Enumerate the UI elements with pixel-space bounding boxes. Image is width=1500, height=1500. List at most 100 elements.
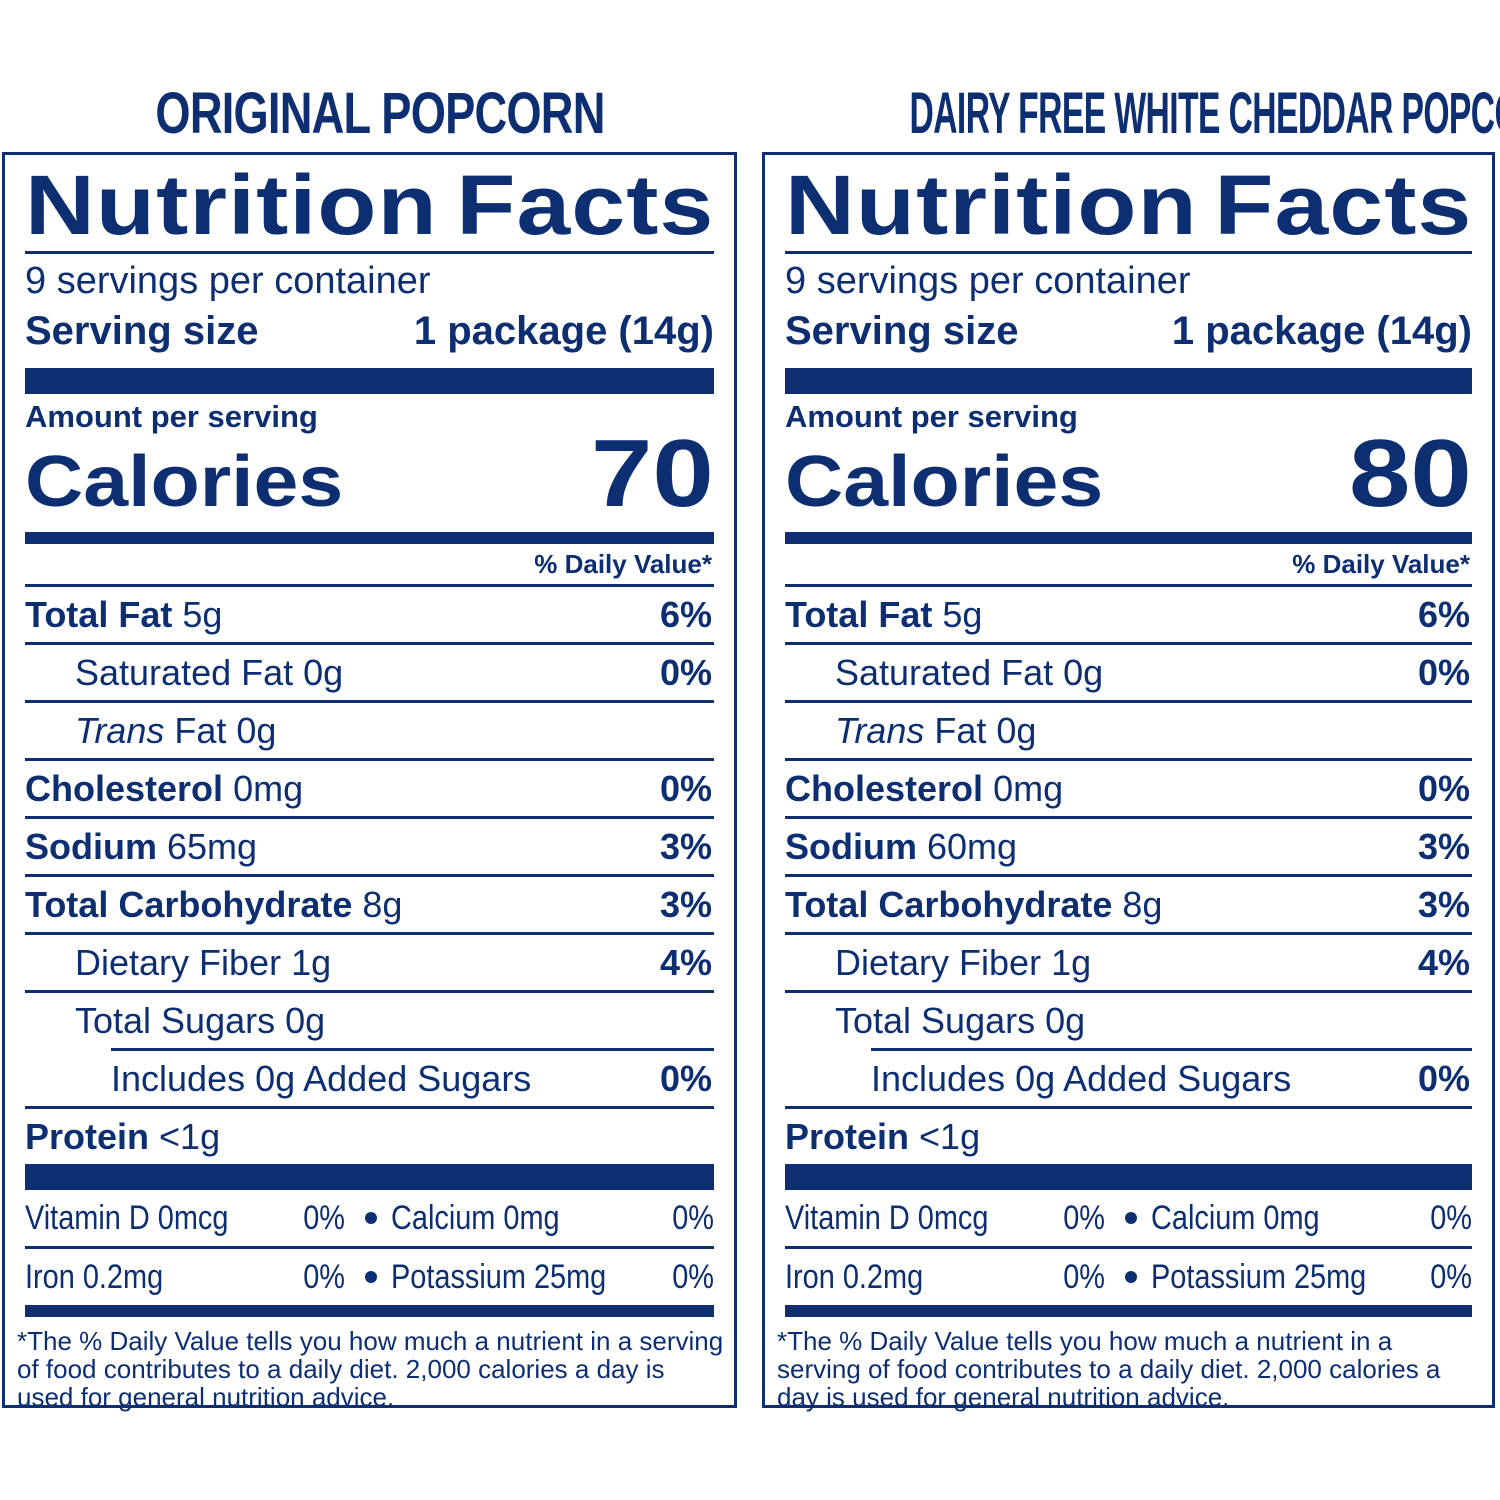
nutrient-name: Sodium	[785, 825, 917, 867]
nutrient-amount: 0mg	[233, 767, 304, 809]
nutrient-row: Cholesterol 0mg 0%	[785, 758, 1472, 816]
nutrient-amount: 0g	[1045, 999, 1086, 1041]
nutrient-amount: 0g	[303, 651, 344, 693]
nutrient-amount: 0g	[996, 709, 1037, 751]
nutrient-name-italic: Trans	[75, 709, 165, 751]
nutrition-facts-panel: Nutrition Facts 9 servings per container…	[762, 152, 1495, 1412]
nutrient-dv: 0%	[1417, 767, 1470, 809]
nutrient-name: Total Sugars	[835, 999, 1036, 1041]
nutrient-name: Total Carbohydrate	[25, 883, 353, 925]
nutrient-dv: 3%	[659, 825, 712, 867]
vitamin-dv: 0%	[303, 1198, 345, 1237]
nutrient-row: Saturated Fat 0g 0%	[785, 642, 1472, 700]
nutrient-row: Saturated Fat 0g 0%	[25, 642, 714, 700]
nutrient-row: Sodium 65mg 3%	[25, 816, 714, 874]
serving-size: Serving size 1 package (14g)	[25, 306, 714, 356]
amount-per-serving: Amount per serving	[785, 399, 1078, 434]
servings-per-container: 9 servings per container	[785, 260, 1191, 302]
nutrient-name: Dietary Fiber	[835, 941, 1042, 983]
divider	[25, 251, 714, 254]
daily-value-header: % Daily Value*	[534, 549, 712, 579]
bullet-icon	[1125, 1271, 1137, 1283]
nutrient-dv: 6%	[1417, 593, 1470, 635]
vitamin-dv: 0%	[1430, 1257, 1472, 1296]
nutrition-facts-heading: Nutrition Facts	[25, 159, 714, 251]
nutrient-name: Sodium	[25, 825, 157, 867]
vitamin-name: Vitamin D 0mcg	[785, 1198, 989, 1237]
daily-value-header: % Daily Value*	[1292, 549, 1470, 579]
vitamin-dv: 0%	[1063, 1257, 1105, 1296]
heading-word: Nutrition	[785, 158, 1198, 252]
nutrient-row: Protein <1g	[25, 1106, 714, 1164]
serving-size: Serving size 1 package (14g)	[785, 306, 1472, 356]
nutrient-dv: 0%	[659, 651, 712, 693]
nutrient-row: Total Sugars 0g	[785, 990, 1472, 1048]
vitamin-name: Vitamin D 0mcg	[25, 1198, 229, 1237]
nutrient-row: Total Carbohydrate 8g 3%	[785, 874, 1472, 932]
thick-divider	[785, 532, 1472, 544]
serving-size-label: Serving size	[25, 309, 259, 353]
nutrient-amount: 1g	[1051, 941, 1092, 983]
nutrient-amount: 0mg	[993, 767, 1064, 809]
heading-word: Facts	[1213, 158, 1472, 252]
calories-row: Calories 80	[785, 426, 1472, 523]
vitamin-row: Vitamin D 0mcg 0% Calcium 0mg 0%	[785, 1190, 1472, 1246]
nutrient-name: Cholesterol	[25, 767, 224, 809]
nutrient-name-italic: Trans	[835, 709, 925, 751]
nutrient-row: Sodium 60mg 3%	[785, 816, 1472, 874]
daily-value-footnote: *The % Daily Value tells you how much a …	[777, 1326, 1441, 1412]
nutrient-amount: 8g	[1122, 883, 1163, 925]
calories-row: Calories 70	[25, 426, 714, 523]
amount-per-serving: Amount per serving	[25, 399, 318, 434]
product-title: DAIRY FREE WHITE CHEDDAR POPCORN FLAVORE…	[909, 81, 1500, 146]
nutrient-row: Trans Fat 0g	[25, 700, 714, 758]
nutrient-name: Cholesterol	[785, 767, 984, 809]
nutrient-amount: 0g	[285, 999, 326, 1041]
nutrient-amount: 0g	[236, 709, 277, 751]
nutrient-name: Includes 0g Added Sugars	[111, 1057, 532, 1099]
serving-size-value: 1 package (14g)	[413, 309, 714, 353]
serving-size-value: 1 package (14g)	[1171, 309, 1472, 353]
nutrient-amount: 65mg	[167, 825, 258, 867]
nutrient-dv: 0%	[1417, 1057, 1470, 1099]
nutrient-row: Total Carbohydrate 8g 3%	[25, 874, 714, 932]
vitamin-name: Potassium 25mg	[1151, 1257, 1367, 1296]
nutrient-amount: 1g	[291, 941, 332, 983]
nutrient-row: Includes 0g Added Sugars 0%	[871, 1048, 1472, 1106]
nutrient-row: Dietary Fiber 1g 4%	[785, 932, 1472, 990]
bullet-icon	[1125, 1212, 1137, 1224]
vitamin-dv: 0%	[303, 1257, 345, 1296]
nutrition-facts-panel: Nutrition Facts 9 servings per container…	[2, 152, 737, 1411]
nutrient-dv: 3%	[1417, 883, 1470, 925]
nutrient-amount: 5g	[942, 593, 983, 635]
vitamin-name: Calcium 0mg	[1151, 1198, 1320, 1237]
vitamin-row: Iron 0.2mg 0% Potassium 25mg 0%	[25, 1246, 714, 1305]
vitamin-dv: 0%	[1430, 1198, 1472, 1237]
nutrient-row: Trans Fat 0g	[785, 700, 1472, 758]
nutrient-dv: 0%	[659, 1057, 712, 1099]
nutrient-name: Total Fat	[25, 593, 173, 635]
nutrient-amount: <1g	[919, 1115, 981, 1157]
thick-divider	[25, 1164, 714, 1190]
nutrient-dv: 4%	[1417, 941, 1470, 983]
vitamin-name: Iron 0.2mg	[785, 1257, 924, 1296]
vitamin-row: Iron 0.2mg 0% Potassium 25mg 0%	[785, 1246, 1472, 1305]
nutrient-dv: 0%	[659, 767, 712, 809]
vitamin-dv: 0%	[672, 1257, 714, 1296]
nutrient-name: Total Carbohydrate	[785, 883, 1113, 925]
product-title: ORIGINAL POPCORN	[155, 81, 605, 146]
nutrient-dv: 4%	[659, 941, 712, 983]
nutrient-row: Total Fat 5g 6%	[785, 584, 1472, 642]
thick-divider	[25, 368, 714, 394]
nutrient-dv: 6%	[659, 593, 712, 635]
nutrient-amount: <1g	[159, 1115, 221, 1157]
bullet-icon	[365, 1212, 377, 1224]
nutrition-facts-heading: Nutrition Facts	[785, 159, 1472, 251]
thick-divider	[785, 368, 1472, 394]
thick-divider	[785, 1164, 1472, 1190]
calories-label: Calories	[785, 442, 1104, 522]
nutrient-name: Protein	[25, 1115, 150, 1157]
vitamin-name: Iron 0.2mg	[25, 1257, 164, 1296]
nutrient-name: Dietary Fiber	[75, 941, 282, 983]
vitamin-dv: 0%	[672, 1198, 714, 1237]
